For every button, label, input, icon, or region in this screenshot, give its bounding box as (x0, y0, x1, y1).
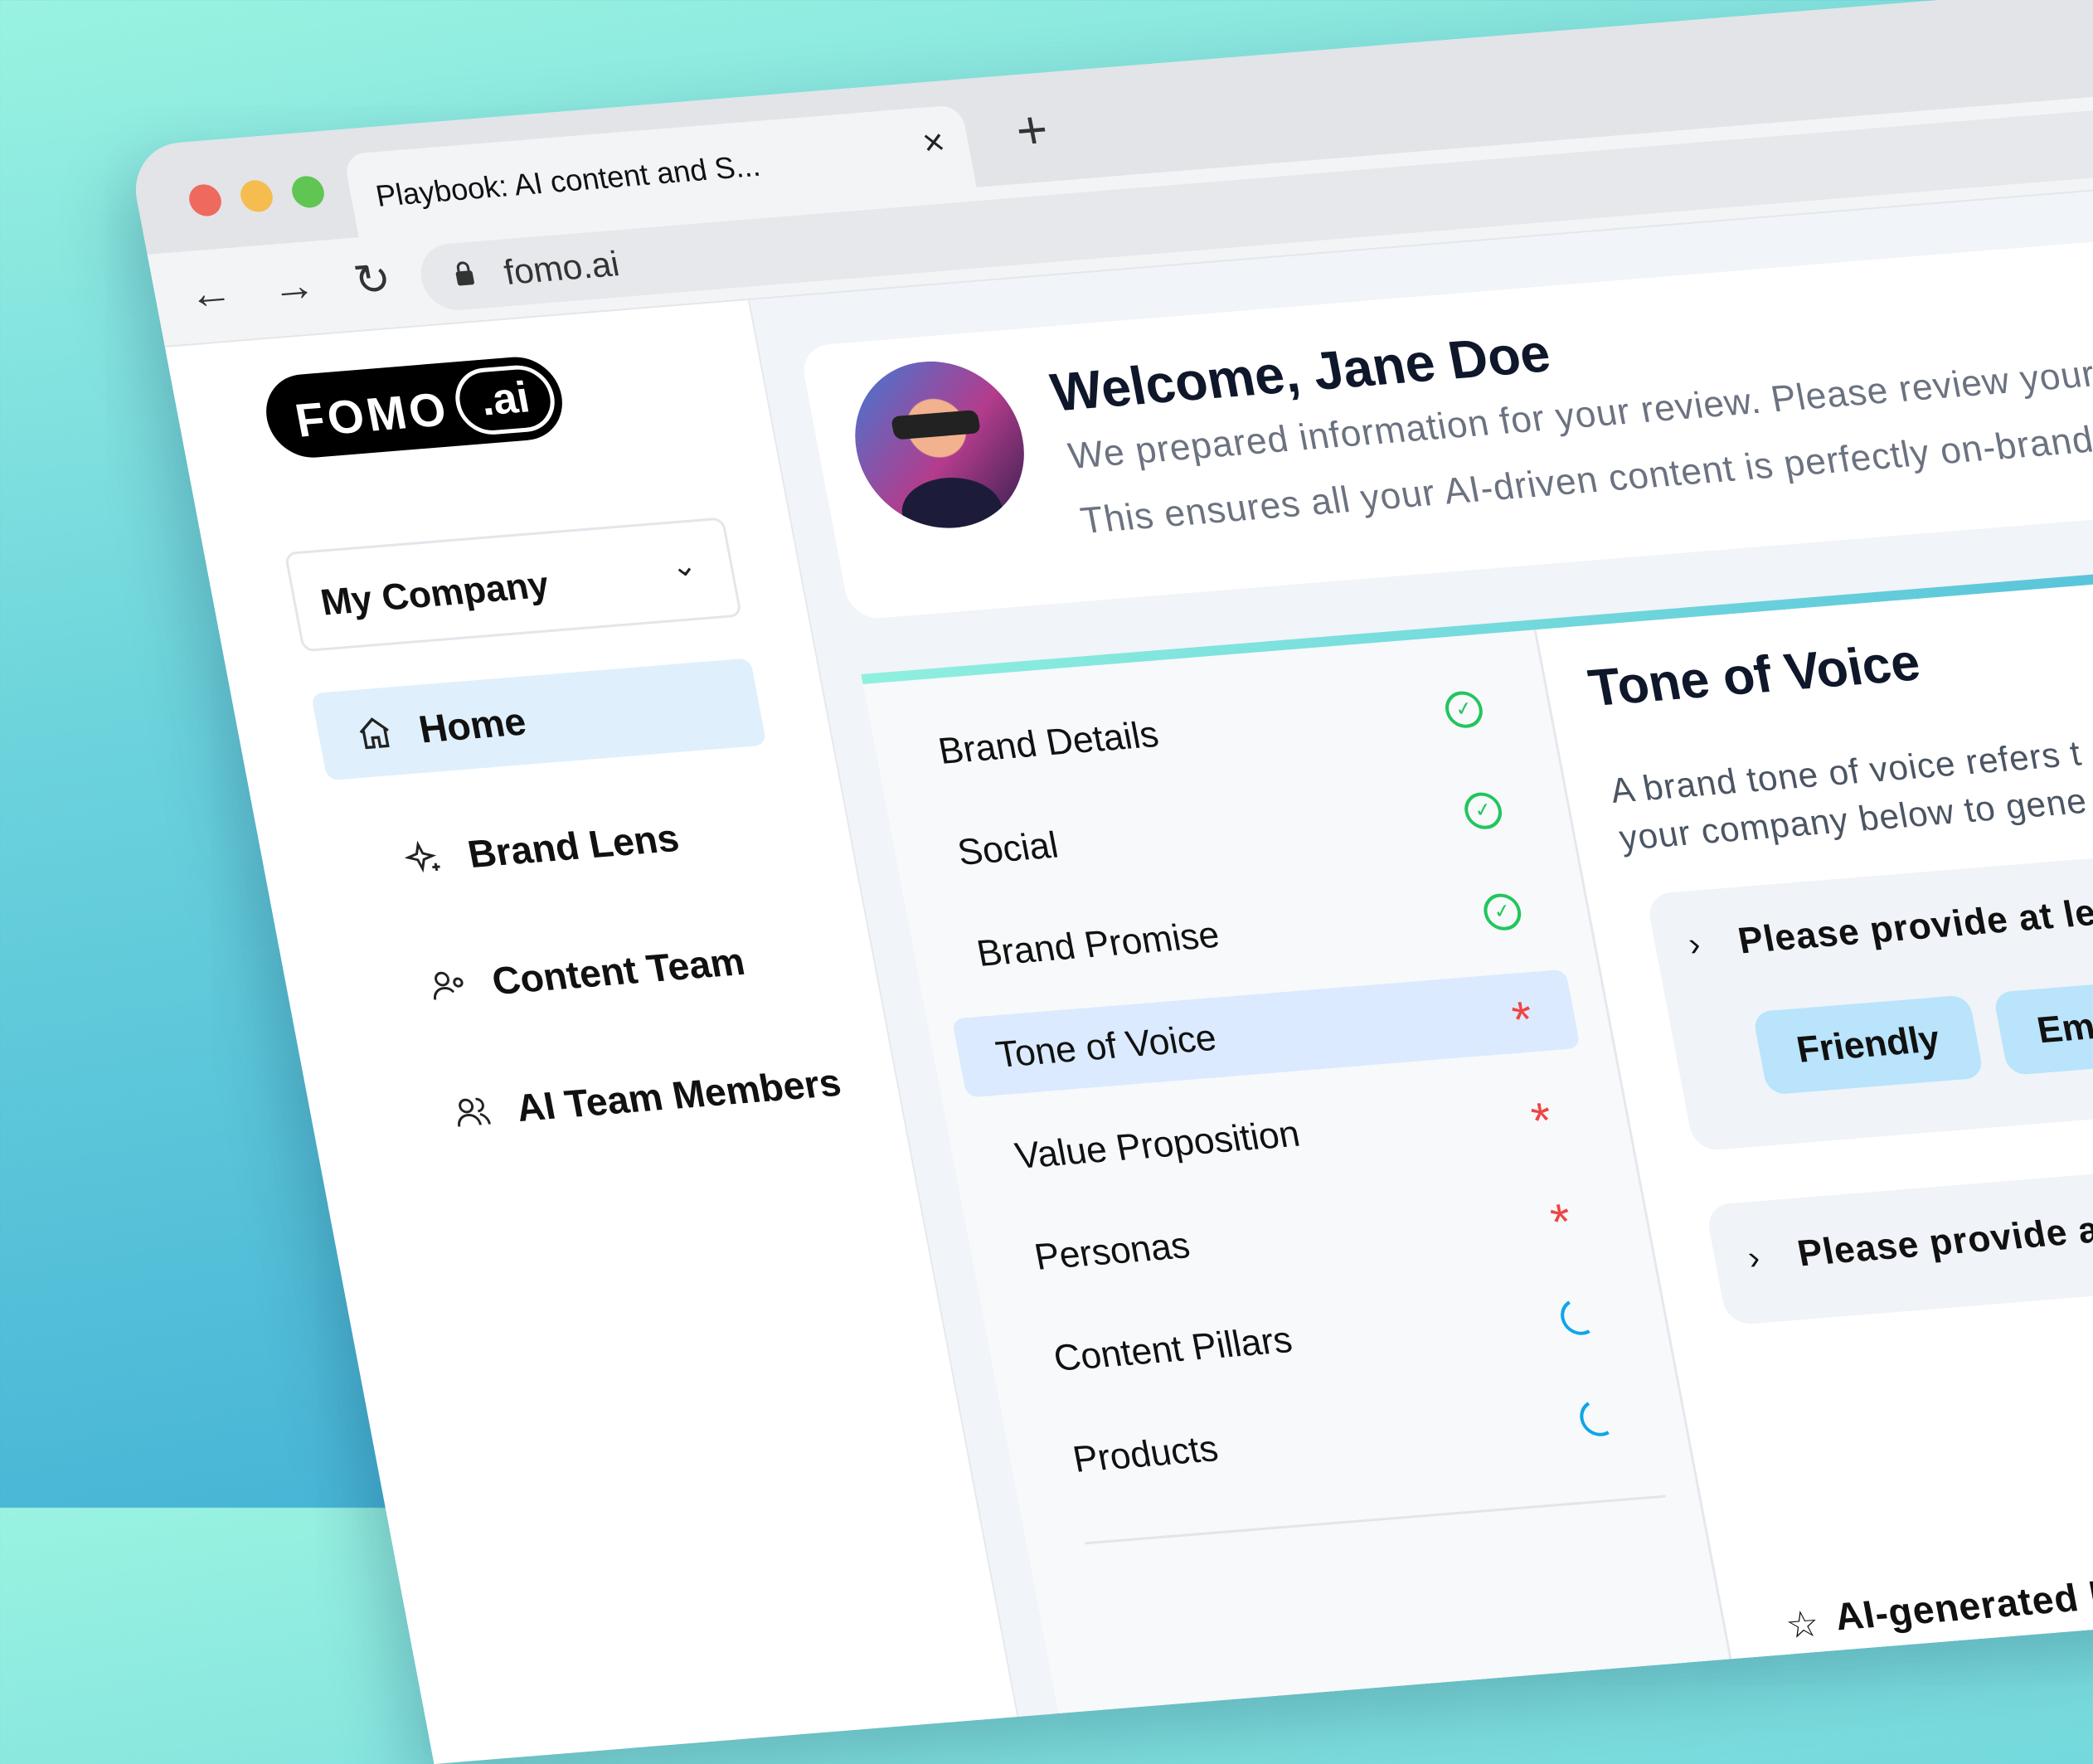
maximize-window-button[interactable] (289, 174, 328, 209)
url-text: fomo.ai (500, 243, 623, 292)
browser-window: Playbook: AI content and S... × + ← → ↻ … (127, 0, 2093, 1764)
sunglasses-icon (890, 410, 982, 440)
sidebar-item-brand-lens[interactable]: Brand Lens (360, 783, 816, 906)
lock-icon (455, 261, 474, 286)
sidebar-item-label: AI Team Members (512, 1059, 845, 1130)
chip-second[interactable]: Em (1992, 982, 2093, 1076)
step-label: Personas (1031, 1224, 1193, 1278)
fomo-logo[interactable]: FOMO .ai (259, 353, 570, 461)
chip-friendly[interactable]: Friendly (1751, 994, 1985, 1096)
step-label: Content Pillars (1050, 1319, 1296, 1379)
users-icon (457, 1097, 491, 1127)
avatar (841, 355, 1039, 535)
sidebar-item-home[interactable]: Home (310, 658, 767, 781)
back-icon[interactable]: ← (184, 267, 237, 319)
logo-word: FOMO (290, 381, 454, 447)
accordion-label: Please provide at lea (1735, 890, 2093, 962)
check-circle-icon: ✓ (1480, 892, 1524, 931)
step-label: Brand Details (935, 713, 1163, 772)
sparkles-icon (404, 840, 440, 872)
new-tab-icon[interactable]: + (1010, 99, 1053, 162)
browser-toolbar: ← → ↻ fomo.ai (147, 73, 2093, 348)
company-dropdown[interactable]: My Company ⌄ (284, 517, 743, 653)
chevron-down-icon: ⌄ (668, 547, 700, 584)
forward-icon[interactable]: → (267, 260, 320, 313)
tab-title: Playbook: AI content and S... (372, 148, 763, 213)
logo-suffix: .ai (449, 362, 561, 438)
sidebar: FOMO .ai My Company ⌄ Home Brand Lens Co… (164, 299, 1019, 1764)
sidebar-item-label: Content Team (488, 939, 749, 1003)
check-circle-icon: ✓ (1442, 689, 1486, 729)
ai-generated-label: AI-generated bran (1830, 1567, 2093, 1639)
user-gear-icon (433, 971, 464, 1000)
step-label: Products (1069, 1427, 1221, 1480)
required-asterisk-icon: * (1546, 1193, 1576, 1251)
minimize-window-button[interactable] (237, 178, 276, 213)
sidebar-item-label: Home (415, 698, 530, 751)
close-window-button[interactable] (186, 182, 225, 217)
address-bar[interactable]: fomo.ai (415, 85, 2093, 313)
required-asterisk-icon: * (1508, 990, 1538, 1048)
required-asterisk-icon: * (1527, 1091, 1557, 1149)
accordion-tone-options[interactable]: › Please provide at lea Friendly Em (1645, 807, 2093, 1152)
accordion-second[interactable]: › Please provide at (1704, 1118, 2093, 1326)
step-label: Brand Promise (973, 913, 1223, 974)
section-title: Tone of Voice (1584, 634, 1925, 718)
sidebar-item-ai-team-members[interactable]: AI Team Members (408, 1037, 864, 1159)
home-icon (359, 717, 390, 749)
company-label: My Company (317, 564, 552, 624)
reload-icon[interactable]: ↻ (350, 255, 396, 306)
divider (1085, 1494, 1666, 1545)
star-icon: ☆ (1782, 1603, 1823, 1647)
step-label: Value Proposition (1012, 1112, 1304, 1177)
step-label: Tone of Voice (993, 1017, 1220, 1076)
accordion-label: Please provide at (1794, 1208, 2093, 1275)
loading-spinner-icon (1576, 1395, 1620, 1441)
check-circle-icon: ✓ (1461, 790, 1505, 830)
sidebar-item-content-team[interactable]: Content Team (384, 910, 840, 1033)
chevron-right-icon[interactable]: › (1685, 926, 1704, 964)
sidebar-item-label: Brand Lens (464, 815, 682, 876)
chevron-right-icon[interactable]: › (1745, 1239, 1763, 1277)
close-tab-icon[interactable]: × (919, 121, 949, 164)
suit-shape (896, 474, 1008, 535)
step-label: Social (954, 824, 1061, 873)
loading-spinner-icon (1557, 1294, 1601, 1339)
